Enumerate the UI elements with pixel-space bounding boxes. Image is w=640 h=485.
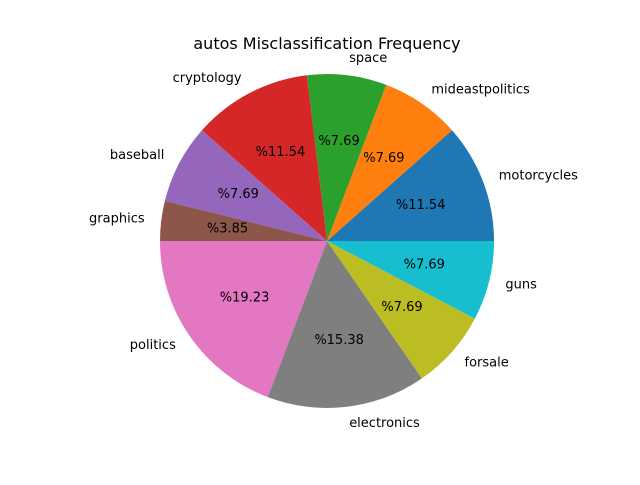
pie-slice-mideastpolitics xyxy=(327,84,452,241)
pie-category-label-forsale: forsale xyxy=(465,355,509,370)
pie-slice-motorcycles xyxy=(327,130,494,241)
pie-category-label-motorcycles: motorcycles xyxy=(499,168,578,183)
pie-slice-baseball xyxy=(164,130,327,241)
pie-slice-electronics xyxy=(267,241,422,408)
pie-percent-label-mideastpolitics: %7.69 xyxy=(363,151,404,166)
pie-category-label-graphics: graphics xyxy=(89,211,145,226)
pie-slice-space xyxy=(306,74,387,241)
chart-title: autos Misclassification Frequency xyxy=(193,34,460,53)
pie-category-label-guns: guns xyxy=(505,277,537,292)
pie-category-label-mideastpolitics: mideastpolitics xyxy=(431,82,530,97)
pie-slice-graphics xyxy=(159,201,327,242)
pie-percent-label-guns: %7.69 xyxy=(404,257,445,272)
pie-slice-guns xyxy=(327,241,494,319)
pie-slice-cryptology xyxy=(201,75,327,241)
pie-slice-forsale xyxy=(327,241,475,379)
pie-category-label-baseball: baseball xyxy=(110,148,164,163)
pie-percent-label-motorcycles: %11.54 xyxy=(396,198,446,213)
pie-category-label-space: space xyxy=(349,51,387,66)
pie-percent-label-electronics: %15.38 xyxy=(314,333,364,348)
pie-slice-politics xyxy=(160,241,327,398)
pie-category-label-cryptology: cryptology xyxy=(173,71,242,86)
pie-percent-label-baseball: %7.69 xyxy=(218,187,259,202)
pie-percent-label-space: %7.69 xyxy=(318,134,359,149)
pie-category-label-electronics: electronics xyxy=(349,416,420,431)
pie-percent-label-graphics: %3.85 xyxy=(207,221,248,236)
pie-percent-label-cryptology: %11.54 xyxy=(256,145,306,160)
pie-category-label-politics: politics xyxy=(130,338,176,353)
pie-percent-label-politics: %19.23 xyxy=(220,290,270,305)
pie-percent-label-forsale: %7.69 xyxy=(381,300,422,315)
